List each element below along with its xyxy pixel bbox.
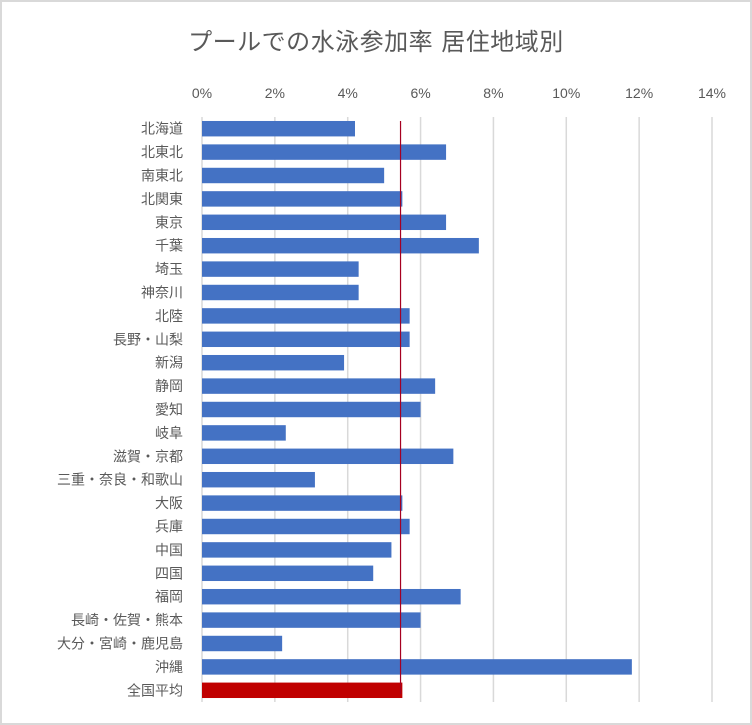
bar bbox=[202, 448, 454, 465]
bar bbox=[202, 659, 632, 675]
category-label: 長崎・佐賀・熊本 bbox=[71, 613, 183, 629]
category-label: 中国 bbox=[155, 543, 183, 559]
bar bbox=[202, 565, 374, 582]
bar bbox=[202, 495, 403, 511]
x-tick-label: 10% bbox=[552, 85, 580, 101]
category-label: 岐阜 bbox=[155, 425, 183, 442]
x-tick-label: 6% bbox=[410, 85, 430, 101]
bar bbox=[202, 401, 421, 418]
x-axis-ticks: 0% 2% 4% 6% 8% 10% 12% 14% bbox=[192, 85, 726, 101]
bar bbox=[202, 518, 410, 535]
category-label: 愛知 bbox=[155, 402, 183, 419]
bar bbox=[202, 471, 315, 488]
bar bbox=[202, 425, 286, 441]
category-label: 滋賀・京都 bbox=[113, 449, 183, 465]
bar bbox=[202, 588, 461, 605]
bar bbox=[202, 354, 345, 371]
category-label: 北関東 bbox=[141, 192, 183, 208]
x-tick-label: 12% bbox=[625, 85, 653, 101]
category-label: 四国 bbox=[155, 566, 183, 582]
category-label: 静岡 bbox=[155, 379, 183, 395]
x-tick-label: 0% bbox=[192, 85, 212, 101]
x-tick-label: 2% bbox=[265, 85, 285, 101]
bar bbox=[202, 635, 283, 652]
category-label: 東京 bbox=[155, 215, 183, 231]
category-label: 兵庫 bbox=[155, 519, 183, 536]
category-label: 北海道 bbox=[141, 122, 183, 138]
bar bbox=[202, 612, 421, 628]
category-label: 三重・奈良・和歌山 bbox=[57, 473, 183, 489]
x-tick-label: 8% bbox=[483, 85, 503, 101]
category-label: 長野・山梨 bbox=[113, 332, 183, 348]
bar bbox=[202, 144, 447, 160]
category-label: 千葉 bbox=[155, 239, 183, 255]
category-label: 福岡 bbox=[155, 590, 183, 606]
bar bbox=[202, 191, 403, 207]
bar bbox=[202, 378, 436, 394]
category-label: 南東北 bbox=[141, 169, 183, 185]
bar bbox=[202, 237, 479, 254]
category-label: 沖縄 bbox=[155, 660, 183, 676]
category-label: 埼玉 bbox=[155, 262, 183, 278]
bar bbox=[202, 261, 359, 277]
bar bbox=[202, 214, 447, 231]
category-label: 大阪 bbox=[155, 496, 183, 512]
bar-national-average bbox=[202, 682, 403, 699]
category-label: 大分・宮崎・鹿児島 bbox=[57, 636, 183, 653]
category-label: 北陸 bbox=[155, 309, 183, 325]
category-label: 北東北 bbox=[141, 145, 183, 161]
chart-title: プールでの水泳参加率 居住地域別 bbox=[188, 28, 564, 56]
bar bbox=[202, 542, 392, 558]
bar bbox=[202, 284, 359, 301]
bar bbox=[202, 167, 385, 184]
bar bbox=[202, 120, 355, 137]
bar bbox=[202, 331, 410, 348]
category-label: 全国平均 bbox=[127, 682, 183, 699]
bar bbox=[202, 308, 410, 324]
category-labels: 北海道北東北南東北北関東東京千葉埼玉神奈川北陸長野・山梨新潟静岡愛知岐阜滋賀・京… bbox=[57, 122, 183, 700]
category-label: 新潟 bbox=[155, 356, 183, 372]
bars bbox=[202, 120, 632, 699]
x-tick-label: 14% bbox=[698, 85, 726, 101]
x-tick-label: 4% bbox=[338, 85, 358, 101]
category-label: 神奈川 bbox=[141, 286, 183, 302]
